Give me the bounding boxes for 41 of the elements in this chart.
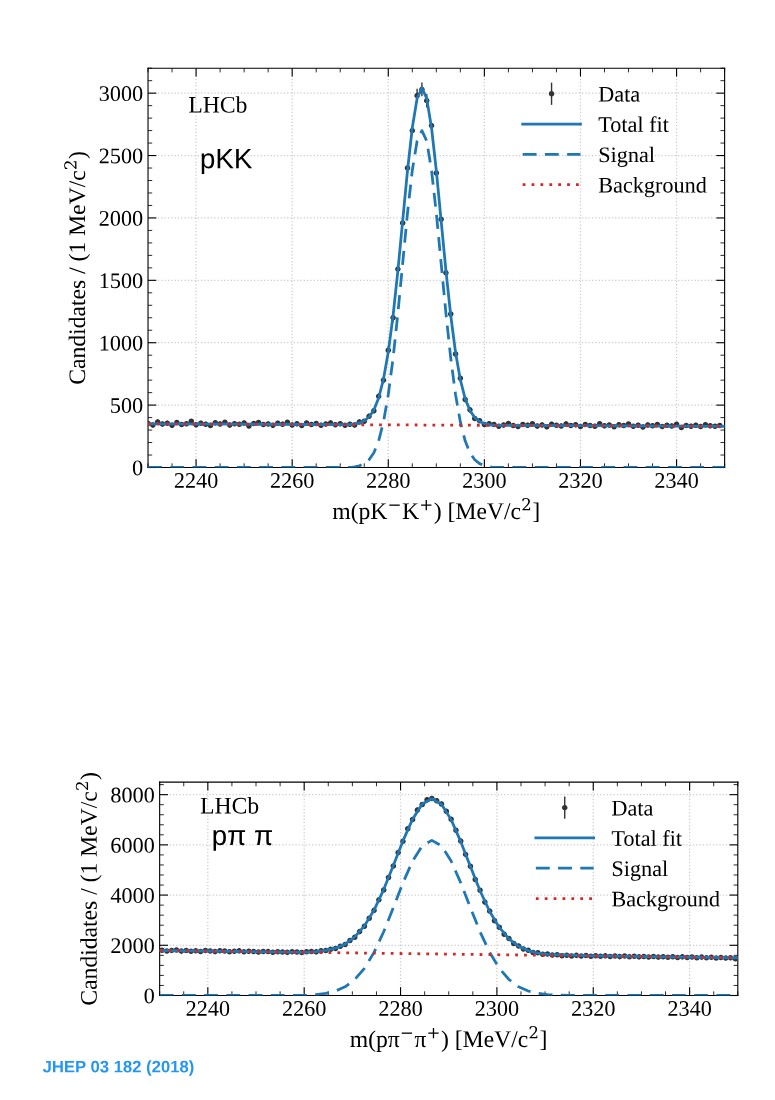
- annotation: pπ π: [213, 829, 272, 851]
- x-tick-label: 2340: [655, 473, 698, 488]
- legend-label: Background: [612, 890, 720, 912]
- legend-label: Signal: [612, 860, 668, 881]
- x-tick-label: 2280: [367, 473, 410, 488]
- legend-label: Data: [612, 800, 654, 816]
- x-tick-label: 2280: [379, 1001, 422, 1016]
- text: JHEP 03 182 (2018): [42, 1060, 194, 1076]
- legend-label: Background: [598, 177, 707, 198]
- x-tick-label: 2300: [463, 473, 506, 488]
- y-tick-label: 500: [111, 398, 143, 414]
- x-tick-label: 2240: [186, 1001, 230, 1016]
- y-tick-label: 6000: [111, 837, 154, 853]
- y-tick-label: 2000: [111, 938, 154, 954]
- y-tick-label: 0: [144, 988, 154, 1004]
- x-tick-label: 2340: [668, 1001, 711, 1016]
- y-tick-label: 2000: [99, 210, 143, 226]
- x-axis-title: m(pK$^{−}$K$^{+}$) [MeV/c$^{2}$]: [332, 498, 539, 524]
- legend-label: Signal: [599, 146, 655, 167]
- legend-label: Total fit: [598, 116, 669, 133]
- y-tick-label: 3000: [99, 86, 143, 102]
- y-tick-label: 0: [132, 460, 143, 476]
- legend-label: Data: [598, 86, 640, 102]
- y-axis-title: Candidates / (1 MeV/c$^{2}$): [64, 152, 91, 384]
- x-tick-label: 2260: [282, 1001, 326, 1016]
- x-axis-title: m(pπ$^{−}$π$^{+}$) [MeV/c$^{2}$]: [350, 1026, 546, 1052]
- x-tick-label: 2320: [559, 473, 602, 488]
- y-tick-label: 1500: [100, 273, 143, 289]
- y-tick-label: 2500: [99, 148, 143, 164]
- annotation: pKK: [201, 149, 253, 174]
- x-tick-label: 2300: [475, 1001, 519, 1016]
- legend-label: Total fit: [611, 830, 682, 846]
- x-tick-label: 2320: [572, 1001, 615, 1016]
- x-tick-label: 2260: [270, 473, 314, 488]
- annotation: LHCb: [189, 96, 247, 113]
- x-tick-label: 2240: [174, 473, 218, 488]
- y-tick-label: 1000: [100, 335, 143, 351]
- y-axis-title: Candidates / (1 MeV/c$^{2}$): [75, 773, 102, 1005]
- y-tick-label: 4000: [110, 888, 154, 904]
- y-tick-label: 8000: [111, 787, 154, 803]
- annotation: LHCb: [200, 797, 259, 814]
